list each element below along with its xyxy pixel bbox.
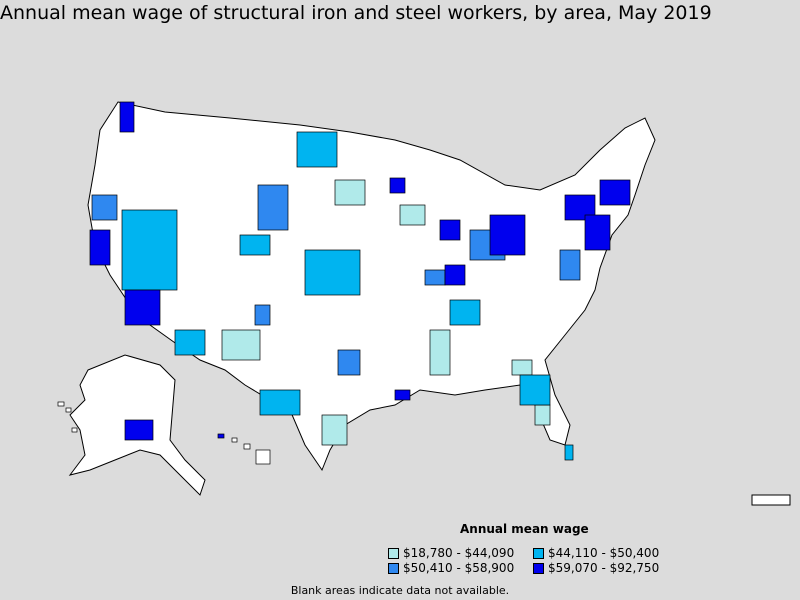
- areas-tier-4: [89, 101, 631, 441]
- legend-swatch: [533, 547, 544, 559]
- alaska-islands: [57, 401, 78, 433]
- areas-tier-1: [221, 179, 551, 446]
- legend-label: $59,070 - $92,750: [548, 561, 660, 575]
- legend-label: $50,410 - $58,900: [403, 561, 515, 575]
- legend-swatch: [388, 547, 399, 559]
- map-title: Annual mean wage of structural iron and …: [0, 2, 712, 24]
- legend-swatch: [533, 562, 544, 574]
- legend-title: Annual mean wage: [460, 522, 589, 536]
- legend-item-tier-1: $18,780 - $44,090: [388, 546, 514, 560]
- legend-item-tier-2: $44,110 - $50,400: [533, 546, 659, 560]
- legend-label: $44,110 - $50,400: [548, 546, 660, 560]
- areas-tier-3: [91, 184, 581, 376]
- hawaii-islands: [217, 433, 271, 465]
- legend-item-tier-3: $50,410 - $58,900: [388, 561, 514, 575]
- legend-label: $18,780 - $44,090: [403, 546, 515, 560]
- legend-item-tier-4: $59,070 - $92,750: [533, 561, 659, 575]
- legend-swatch: [388, 562, 399, 574]
- footnote: Blank areas indicate data not available.: [290, 584, 510, 597]
- puerto-rico: [751, 494, 791, 506]
- areas-tier-2: [121, 131, 574, 461]
